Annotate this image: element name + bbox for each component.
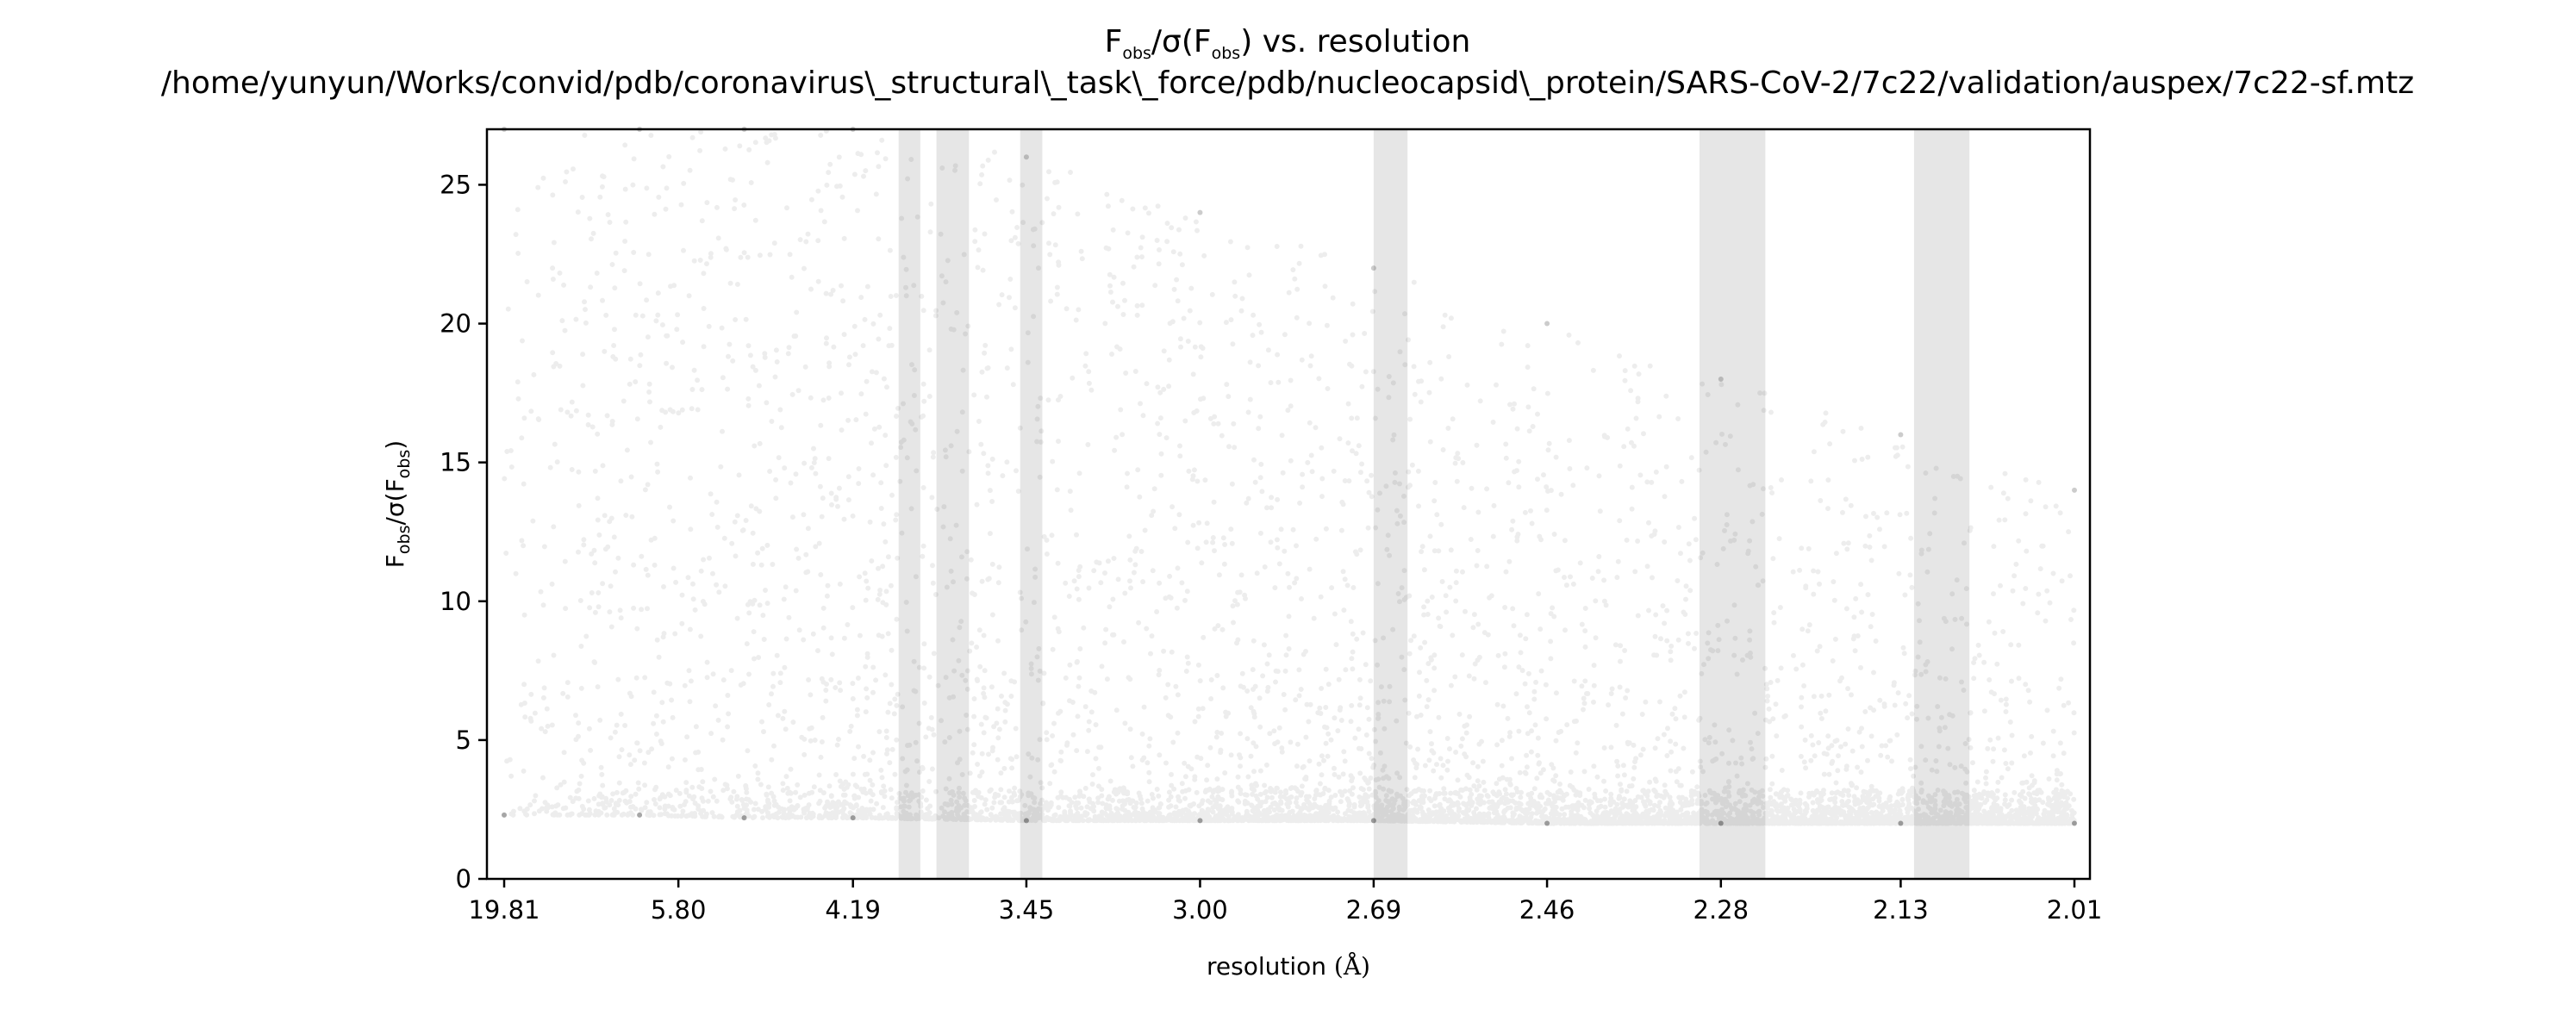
floor-point-8: [1544, 820, 1550, 826]
floor-point-5: [1023, 818, 1029, 824]
floor-point-10: [1898, 820, 1904, 826]
floor-point-7: [1370, 818, 1376, 824]
upper-point-7: [1370, 265, 1376, 271]
floor-point-3: [741, 815, 747, 821]
x-tick-label: 2.01: [2047, 895, 2103, 925]
floor-point-6: [1197, 818, 1203, 824]
x-tick-label: 3.45: [999, 895, 1055, 925]
x-tick-label: 2.46: [1519, 895, 1575, 925]
y-tick-label: 10: [440, 587, 471, 616]
x-tick-label: 3.00: [1172, 895, 1228, 925]
y-tick-label: 15: [440, 448, 471, 477]
ice-ring-band-3: [1020, 129, 1043, 879]
upper-point-5: [1023, 154, 1029, 160]
y-tick-label: 20: [440, 309, 471, 339]
plot-frame: [485, 128, 2092, 881]
ice-ring-band-2: [936, 129, 970, 879]
floor-point-2: [637, 812, 643, 818]
x-tick-label: 2.13: [1873, 895, 1929, 925]
floor-point-11: [2072, 820, 2077, 826]
x-tick-label: 5.80: [651, 895, 707, 925]
scatter-points: [502, 128, 2077, 826]
upper-point-6: [1197, 209, 1203, 215]
upper-point-8: [1544, 321, 1550, 327]
x-tick-label: 19.81: [468, 895, 540, 925]
ice-ring-band-1: [898, 129, 920, 879]
floor-point-9: [1718, 820, 1724, 826]
x-tick-label: 2.69: [1346, 895, 1402, 925]
ice-ring-band-6: [1913, 129, 1970, 879]
y-tick-label: 5: [456, 726, 471, 755]
data-point-markers: [502, 127, 2077, 826]
y-tick-label: 25: [440, 170, 471, 199]
ice-ring-band-4: [1373, 129, 1408, 879]
ice-ring-bands: [898, 129, 1970, 879]
floor-point-1: [502, 812, 507, 818]
floor-point-4: [850, 815, 856, 821]
x-axis-label: resolution (Å): [1207, 952, 1370, 981]
x-tick-label: 4.19: [825, 895, 881, 925]
chart-subtitle: /home/yunyun/Works/convid/pdb/coronaviru…: [161, 65, 2414, 101]
scatter-point-cloud: [502, 128, 2077, 826]
x-axis-ticks: 19.81 5.80 4.19 3.45 3.00 2.69 2.46 2.28 2.13 2.0…: [468, 879, 2102, 925]
y-axis-ticks: 0 5 10 15 20 25: [440, 170, 487, 894]
x-tick-label: 2.28: [1693, 895, 1750, 925]
chart-title: Fobs/σ(Fobs) vs. resolution: [1105, 24, 1471, 63]
upper-point-11: [2072, 487, 2077, 493]
upper-point-10: [1898, 432, 1904, 438]
ice-ring-band-5: [1700, 129, 1766, 879]
y-tick-label: 0: [456, 864, 471, 894]
upper-point-9: [1718, 377, 1724, 382]
y-axis-label: Fobs/σ(Fobs): [381, 440, 414, 568]
